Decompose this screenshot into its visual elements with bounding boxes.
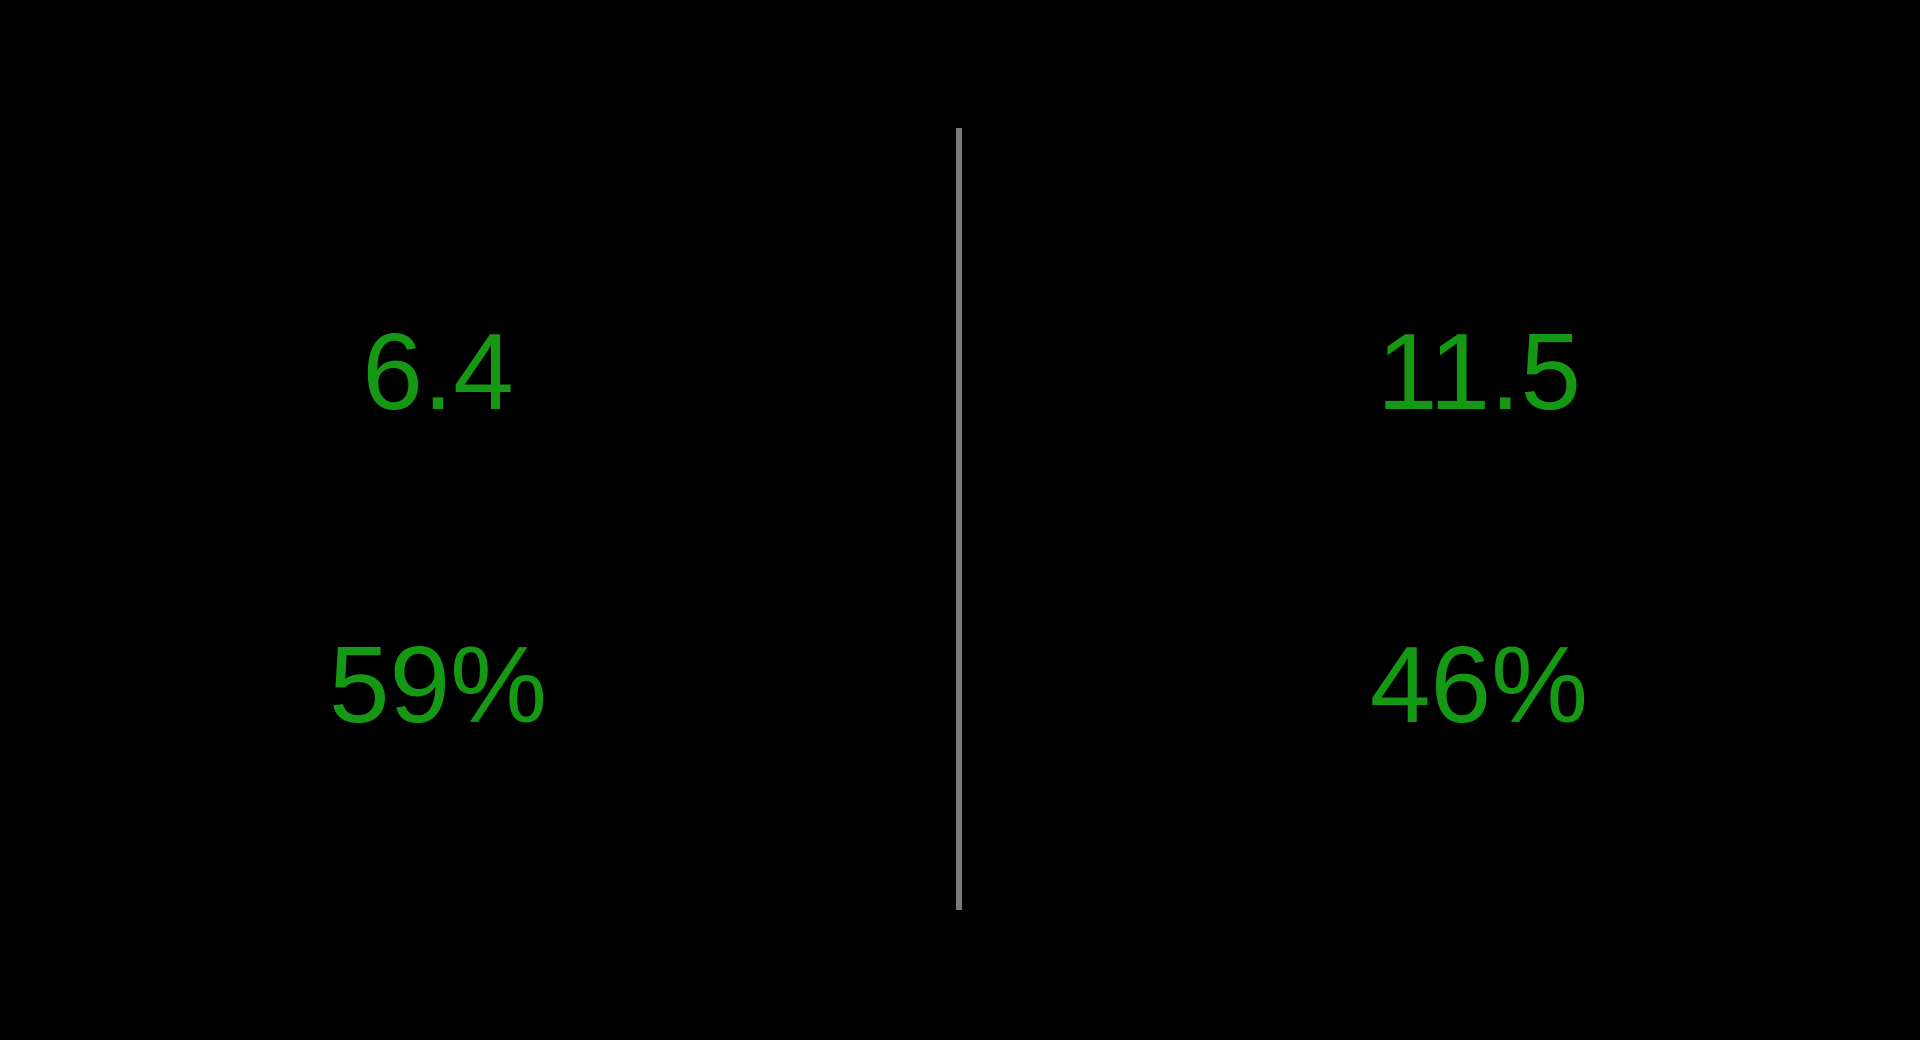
right-secondary-value: 46% bbox=[1369, 624, 1589, 746]
left-primary-value: 6.4 bbox=[362, 311, 514, 433]
right-primary-value: 11.5 bbox=[1376, 311, 1582, 433]
center-divider bbox=[956, 128, 962, 910]
left-secondary-value: 59% bbox=[328, 624, 548, 746]
